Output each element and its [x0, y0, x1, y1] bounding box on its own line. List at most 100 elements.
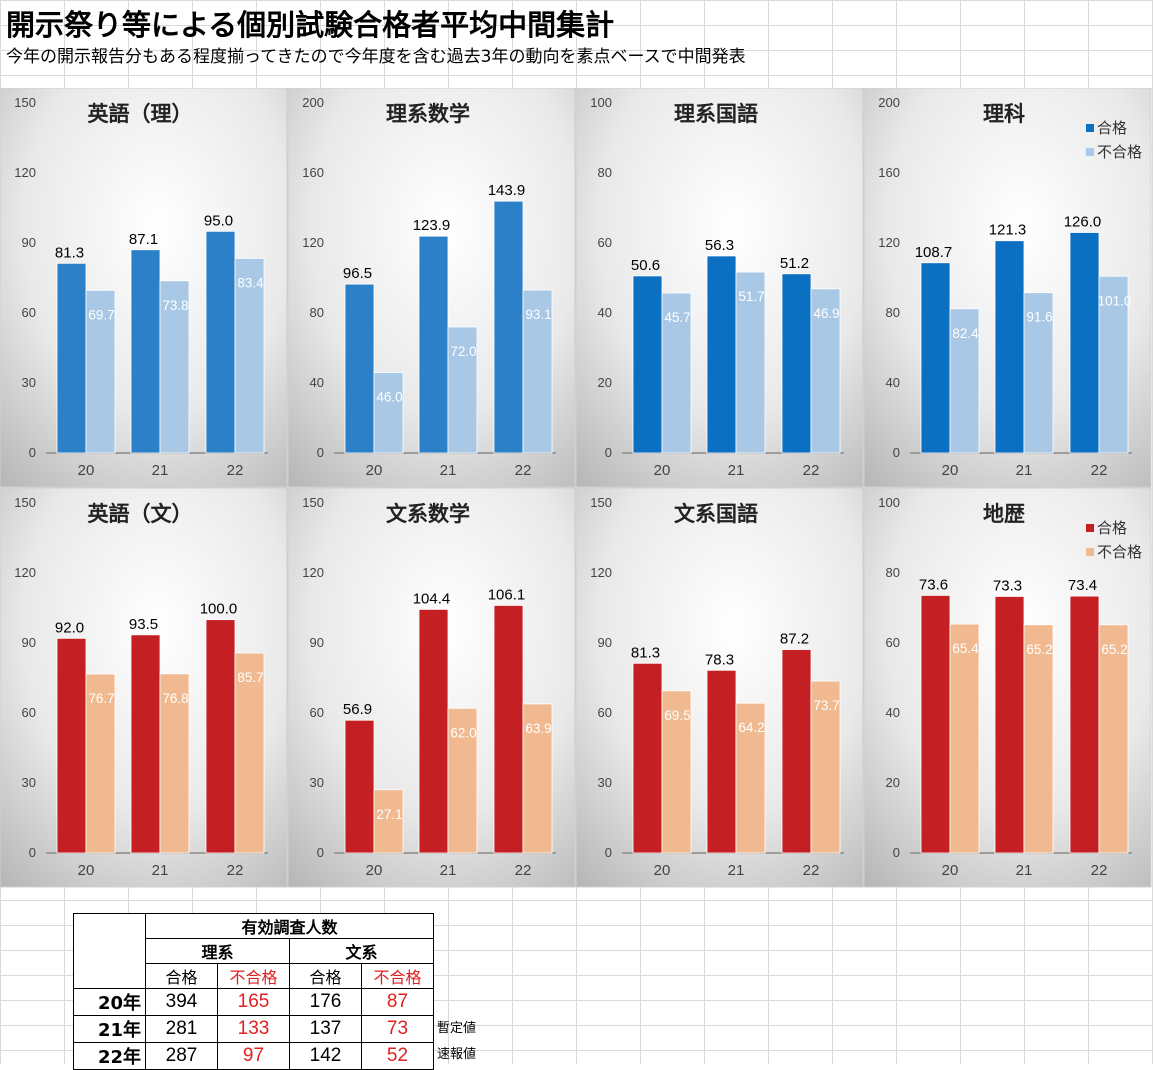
note-provisional: 暫定値 — [437, 1021, 477, 1036]
x-tick-label: 21 — [440, 862, 457, 879]
bar-fail — [735, 271, 766, 454]
y-tick-label: 150 — [14, 495, 36, 510]
table-title: 有効調査人数 — [145, 913, 434, 939]
y-tick-label: 80 — [310, 305, 324, 320]
data-label-pass: 56.3 — [705, 237, 734, 254]
bar-pass — [994, 596, 1025, 854]
y-tick-label: 0 — [29, 445, 36, 460]
y-tick-label: 20 — [886, 775, 900, 790]
x-tick-label: 22 — [1091, 462, 1108, 479]
table-row: 21年 281 133 137 73 — [73, 1015, 434, 1043]
data-label-fail: 82.4 — [952, 326, 979, 341]
data-label-pass: 104.4 — [413, 590, 451, 607]
data-label-fail: 93.1 — [525, 307, 551, 322]
y-tick-label: 0 — [29, 845, 36, 860]
survey-count-table: 有効調査人数 理系 文系 合格 不合格 合格 不合格 20年 394 165 1… — [73, 913, 434, 1070]
data-label-pass: 73.3 — [993, 577, 1022, 594]
x-tick-label: 21 — [728, 462, 745, 479]
chart-title: 理科 — [983, 102, 1025, 126]
data-label-fail: 69.7 — [88, 307, 114, 322]
data-label-pass: 81.3 — [631, 644, 660, 661]
cell-sci-fail: 97 — [217, 1042, 290, 1070]
cell-hum-fail: 52 — [361, 1042, 434, 1070]
y-tick-label: 120 — [302, 565, 324, 580]
page-subtitle: 今年の開示報告分もある程度揃ってきたので今年度を含む過去3年の動向を素点ベースで… — [6, 47, 746, 67]
data-label-fail: 76.8 — [162, 691, 188, 706]
y-tick-label: 0 — [893, 845, 900, 860]
cell-hum-pass: 137 — [289, 1015, 362, 1043]
subheader-hum-fail: 不合格 — [361, 963, 434, 989]
legend-label-fail: 不合格 — [1097, 144, 1142, 161]
cell-sci-fail: 165 — [217, 988, 290, 1016]
chart-title: 英語（理） — [88, 102, 193, 126]
data-label-fail: 91.6 — [1026, 310, 1052, 325]
table-row: 20年 394 165 176 87 — [73, 988, 434, 1016]
data-label-pass: 81.3 — [55, 244, 84, 261]
bar-fail — [949, 308, 980, 454]
bar-fail — [373, 789, 404, 854]
y-tick-label: 60 — [22, 305, 36, 320]
y-tick-label: 120 — [14, 165, 36, 180]
y-tick-label: 60 — [310, 705, 324, 720]
row-year: 21年 — [73, 1015, 146, 1043]
x-tick-label: 20 — [942, 862, 959, 879]
x-tick-label: 22 — [803, 862, 820, 879]
data-label-fail: 65.2 — [1026, 642, 1052, 657]
x-tick-label: 21 — [440, 462, 457, 479]
data-label-fail: 62.0 — [450, 725, 476, 740]
y-tick-label: 90 — [22, 235, 36, 250]
bar-pass — [632, 662, 663, 854]
x-tick-label: 22 — [1091, 862, 1108, 879]
legend-swatch-fail — [1086, 148, 1094, 156]
bar-fail — [661, 690, 692, 854]
chart-panel: 0 30 60 90 120 150 文系数学 56.9 27.1 20 104.4 62.0 21 10… — [287, 487, 576, 888]
bar-pass — [344, 283, 375, 454]
data-label-fail: 76.7 — [88, 691, 114, 706]
bar-fail — [159, 673, 190, 854]
y-tick-label: 150 — [14, 95, 36, 110]
chart-panel: 0 20 40 60 80 100 地歴 73.6 65.4 20 73.3 65.2 21 73.4 65… — [863, 487, 1152, 888]
bar-fail — [234, 652, 265, 854]
y-tick-label: 120 — [14, 565, 36, 580]
bar-pass — [781, 649, 812, 854]
data-label-pass: 73.4 — [1068, 577, 1097, 594]
y-tick-label: 20 — [598, 375, 612, 390]
y-tick-label: 40 — [598, 305, 612, 320]
data-label-fail: 46.9 — [813, 306, 839, 321]
x-tick-label: 22 — [515, 462, 532, 479]
y-tick-label: 60 — [598, 705, 612, 720]
y-tick-label: 60 — [22, 705, 36, 720]
x-tick-label: 20 — [78, 862, 95, 879]
data-label-fail: 65.2 — [1101, 642, 1127, 657]
data-label-pass: 126.0 — [1064, 214, 1102, 231]
y-tick-label: 120 — [302, 235, 324, 250]
bar-pass — [130, 249, 161, 454]
data-label-pass: 95.0 — [204, 212, 233, 229]
y-tick-label: 90 — [598, 635, 612, 650]
data-label-fail: 83.4 — [237, 275, 264, 290]
x-tick-label: 21 — [728, 862, 745, 879]
bar-fail — [1023, 292, 1054, 454]
cell-sci-pass: 281 — [145, 1015, 218, 1043]
cell-sci-fail: 133 — [217, 1015, 290, 1043]
data-label-pass: 50.6 — [631, 257, 660, 274]
y-tick-label: 160 — [878, 165, 900, 180]
y-tick-label: 40 — [886, 375, 900, 390]
bar-fail — [447, 326, 478, 454]
y-tick-label: 90 — [22, 635, 36, 650]
legend-label-pass: 合格 — [1097, 120, 1127, 137]
data-label-pass: 87.2 — [780, 631, 809, 648]
y-tick-label: 40 — [886, 705, 900, 720]
x-tick-label: 21 — [1016, 462, 1033, 479]
y-tick-label: 60 — [598, 235, 612, 250]
data-label-fail: 46.0 — [376, 390, 402, 405]
data-label-fail: 64.2 — [738, 720, 764, 735]
x-tick-label: 21 — [152, 462, 169, 479]
data-label-fail: 27.1 — [376, 807, 402, 822]
y-tick-label: 30 — [22, 775, 36, 790]
x-tick-label: 20 — [366, 462, 383, 479]
legend-swatch-pass — [1086, 524, 1094, 532]
bar-fail — [447, 707, 478, 854]
page-title: 開示祭り等による個別試験合格者平均中間集計 — [6, 8, 615, 42]
data-label-pass: 73.6 — [919, 576, 948, 593]
